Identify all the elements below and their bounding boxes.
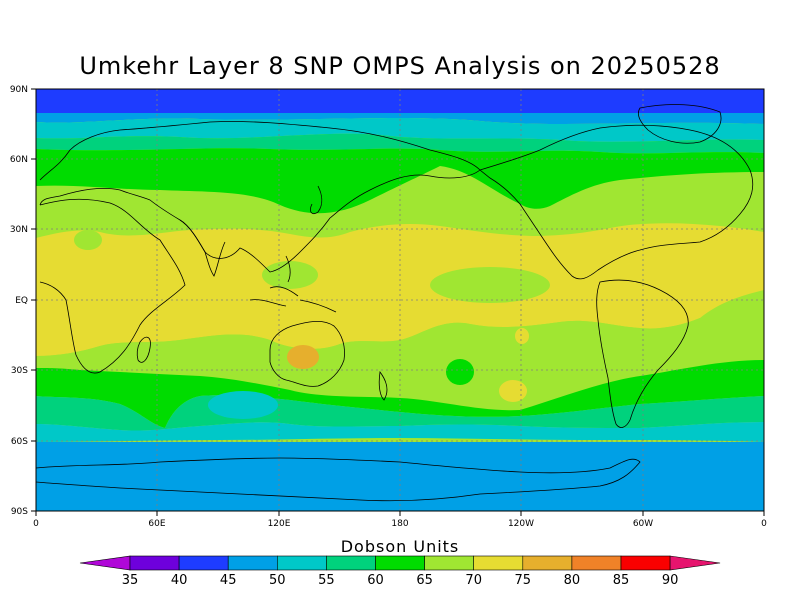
colorbar-label: 80 bbox=[564, 573, 581, 588]
lat-label: 60N bbox=[10, 155, 28, 165]
coast-india bbox=[179, 219, 226, 277]
colorbar-swatch bbox=[129, 555, 180, 571]
lon-label: 0 bbox=[761, 519, 767, 529]
map-gridlines bbox=[36, 89, 764, 511]
colorbar-label: 60 bbox=[367, 573, 384, 588]
colorbar-swatch bbox=[620, 555, 671, 571]
lat-label: 30N bbox=[10, 225, 28, 235]
colorbar-swatch bbox=[522, 555, 573, 571]
coast-philippines bbox=[285, 255, 291, 283]
colorbar-swatch bbox=[571, 555, 622, 571]
colorbar-low-arrow bbox=[79, 555, 131, 571]
colorbar-swatch bbox=[276, 555, 327, 571]
colorbar-label: 55 bbox=[318, 573, 335, 588]
coast-eurasia bbox=[39, 121, 481, 273]
lon-label: 120E bbox=[268, 519, 291, 529]
band-arctic-50 bbox=[36, 113, 764, 124]
coastlines bbox=[36, 104, 754, 502]
lat-label: 60S bbox=[11, 437, 28, 447]
lon-label: 120W bbox=[508, 519, 534, 529]
band-arctic-60 bbox=[36, 133, 764, 154]
lat-labels: 90N 60N 30N EQ 30S 60S 90S bbox=[10, 85, 28, 517]
lat-label: 30S bbox=[11, 366, 28, 376]
colorbar-title: Dobson Units bbox=[340, 537, 460, 556]
island-pacific-70b bbox=[515, 328, 529, 344]
coast-antarctica bbox=[36, 457, 641, 502]
colorbar-label: 75 bbox=[515, 573, 532, 588]
island-australia-75 bbox=[287, 345, 319, 369]
band-south-60 bbox=[36, 360, 764, 428]
lon-label: 60W bbox=[633, 519, 653, 529]
coast-greenland bbox=[638, 104, 722, 144]
island-gt-70-1 bbox=[74, 230, 102, 250]
coast-newzealand bbox=[378, 370, 388, 401]
colorbar-label: 90 bbox=[662, 573, 679, 588]
lat-label: EQ bbox=[15, 296, 28, 306]
island-pacific-70 bbox=[499, 380, 527, 402]
colorbar-label: 40 bbox=[171, 573, 188, 588]
colorbar-swatch bbox=[375, 555, 425, 571]
axis-ticks bbox=[31, 88, 765, 516]
coast-south-america bbox=[596, 279, 689, 428]
lon-labels: 0 60E 120E 180 120W 60W 0 bbox=[33, 519, 767, 529]
island-south-50 bbox=[208, 391, 278, 419]
colorbar-label: 45 bbox=[220, 573, 237, 588]
band-south-50 bbox=[36, 422, 764, 442]
colorbar: 35 40 45 50 55 60 65 70 75 80 85 90 bbox=[79, 555, 721, 588]
lat-label: 90S bbox=[11, 507, 28, 517]
lat-label: 90N bbox=[10, 85, 28, 95]
lon-label: 0 bbox=[33, 519, 39, 529]
colorbar-swatch bbox=[424, 555, 475, 571]
coast-madagascar bbox=[136, 336, 151, 363]
coast-north-america bbox=[479, 124, 754, 280]
coast-africa bbox=[39, 198, 186, 374]
island-65-70 bbox=[430, 267, 550, 303]
colorbar-swatch bbox=[326, 555, 376, 571]
colorbar-label: 70 bbox=[465, 573, 482, 588]
colorbar-label: 65 bbox=[416, 573, 433, 588]
colorbar-swatch bbox=[227, 555, 278, 571]
coast-japan bbox=[310, 185, 323, 214]
colorbar-swatch bbox=[178, 555, 229, 571]
colorbar-swatch bbox=[473, 555, 524, 571]
colorbar-label: 50 bbox=[269, 573, 286, 588]
coast-indonesia bbox=[249, 286, 337, 313]
island-pacific-60 bbox=[446, 359, 474, 385]
colorbar-high-arrow bbox=[669, 555, 721, 571]
colorbar-label: 35 bbox=[122, 573, 139, 588]
lon-label: 180 bbox=[391, 519, 408, 529]
lon-label: 60E bbox=[148, 519, 165, 529]
map-title: Umkehr Layer 8 SNP OMPS Analysis on 2025… bbox=[79, 52, 721, 80]
coast-australia bbox=[269, 321, 345, 387]
colorbar-label: 85 bbox=[613, 573, 630, 588]
